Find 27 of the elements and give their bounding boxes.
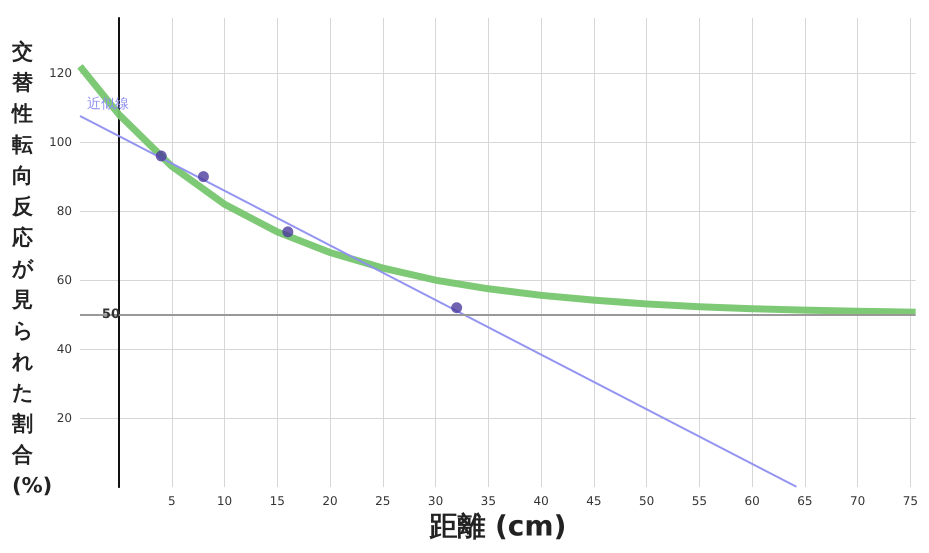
x-tick-label: 70 — [850, 494, 866, 508]
ref-line-label: 50 — [102, 307, 120, 322]
y-tick-label: 40 — [56, 342, 72, 356]
x-tick-label: 50 — [638, 494, 654, 508]
y-tick-label: 120 — [49, 66, 72, 80]
x-tick-label: 15 — [270, 494, 285, 508]
x-tick-label: 25 — [375, 494, 390, 508]
x-tick-label: 20 — [322, 494, 338, 508]
y-tick-label: 60 — [56, 273, 72, 288]
x-tick-label: 40 — [533, 494, 549, 508]
point — [451, 302, 462, 314]
x-tick-label: 55 — [692, 494, 707, 508]
x-tick-label: 10 — [216, 494, 232, 508]
point — [156, 150, 167, 162]
y-tick-label: 100 — [49, 135, 72, 150]
x-tick-label: 45 — [586, 494, 602, 508]
x-tick-label: 65 — [797, 494, 812, 508]
point — [282, 226, 294, 238]
x-axis-title: 距離 (cm) — [428, 510, 566, 542]
x-tick-label: 35 — [480, 494, 496, 508]
x-tick-label: 30 — [428, 494, 444, 508]
x-tick-label: 5 — [168, 494, 176, 508]
y-tick-label: 80 — [56, 204, 72, 218]
x-tick-label: 60 — [744, 494, 760, 508]
y-tick-label: 20 — [56, 411, 72, 426]
x-tick-label: 75 — [902, 494, 918, 508]
point — [198, 171, 209, 182]
